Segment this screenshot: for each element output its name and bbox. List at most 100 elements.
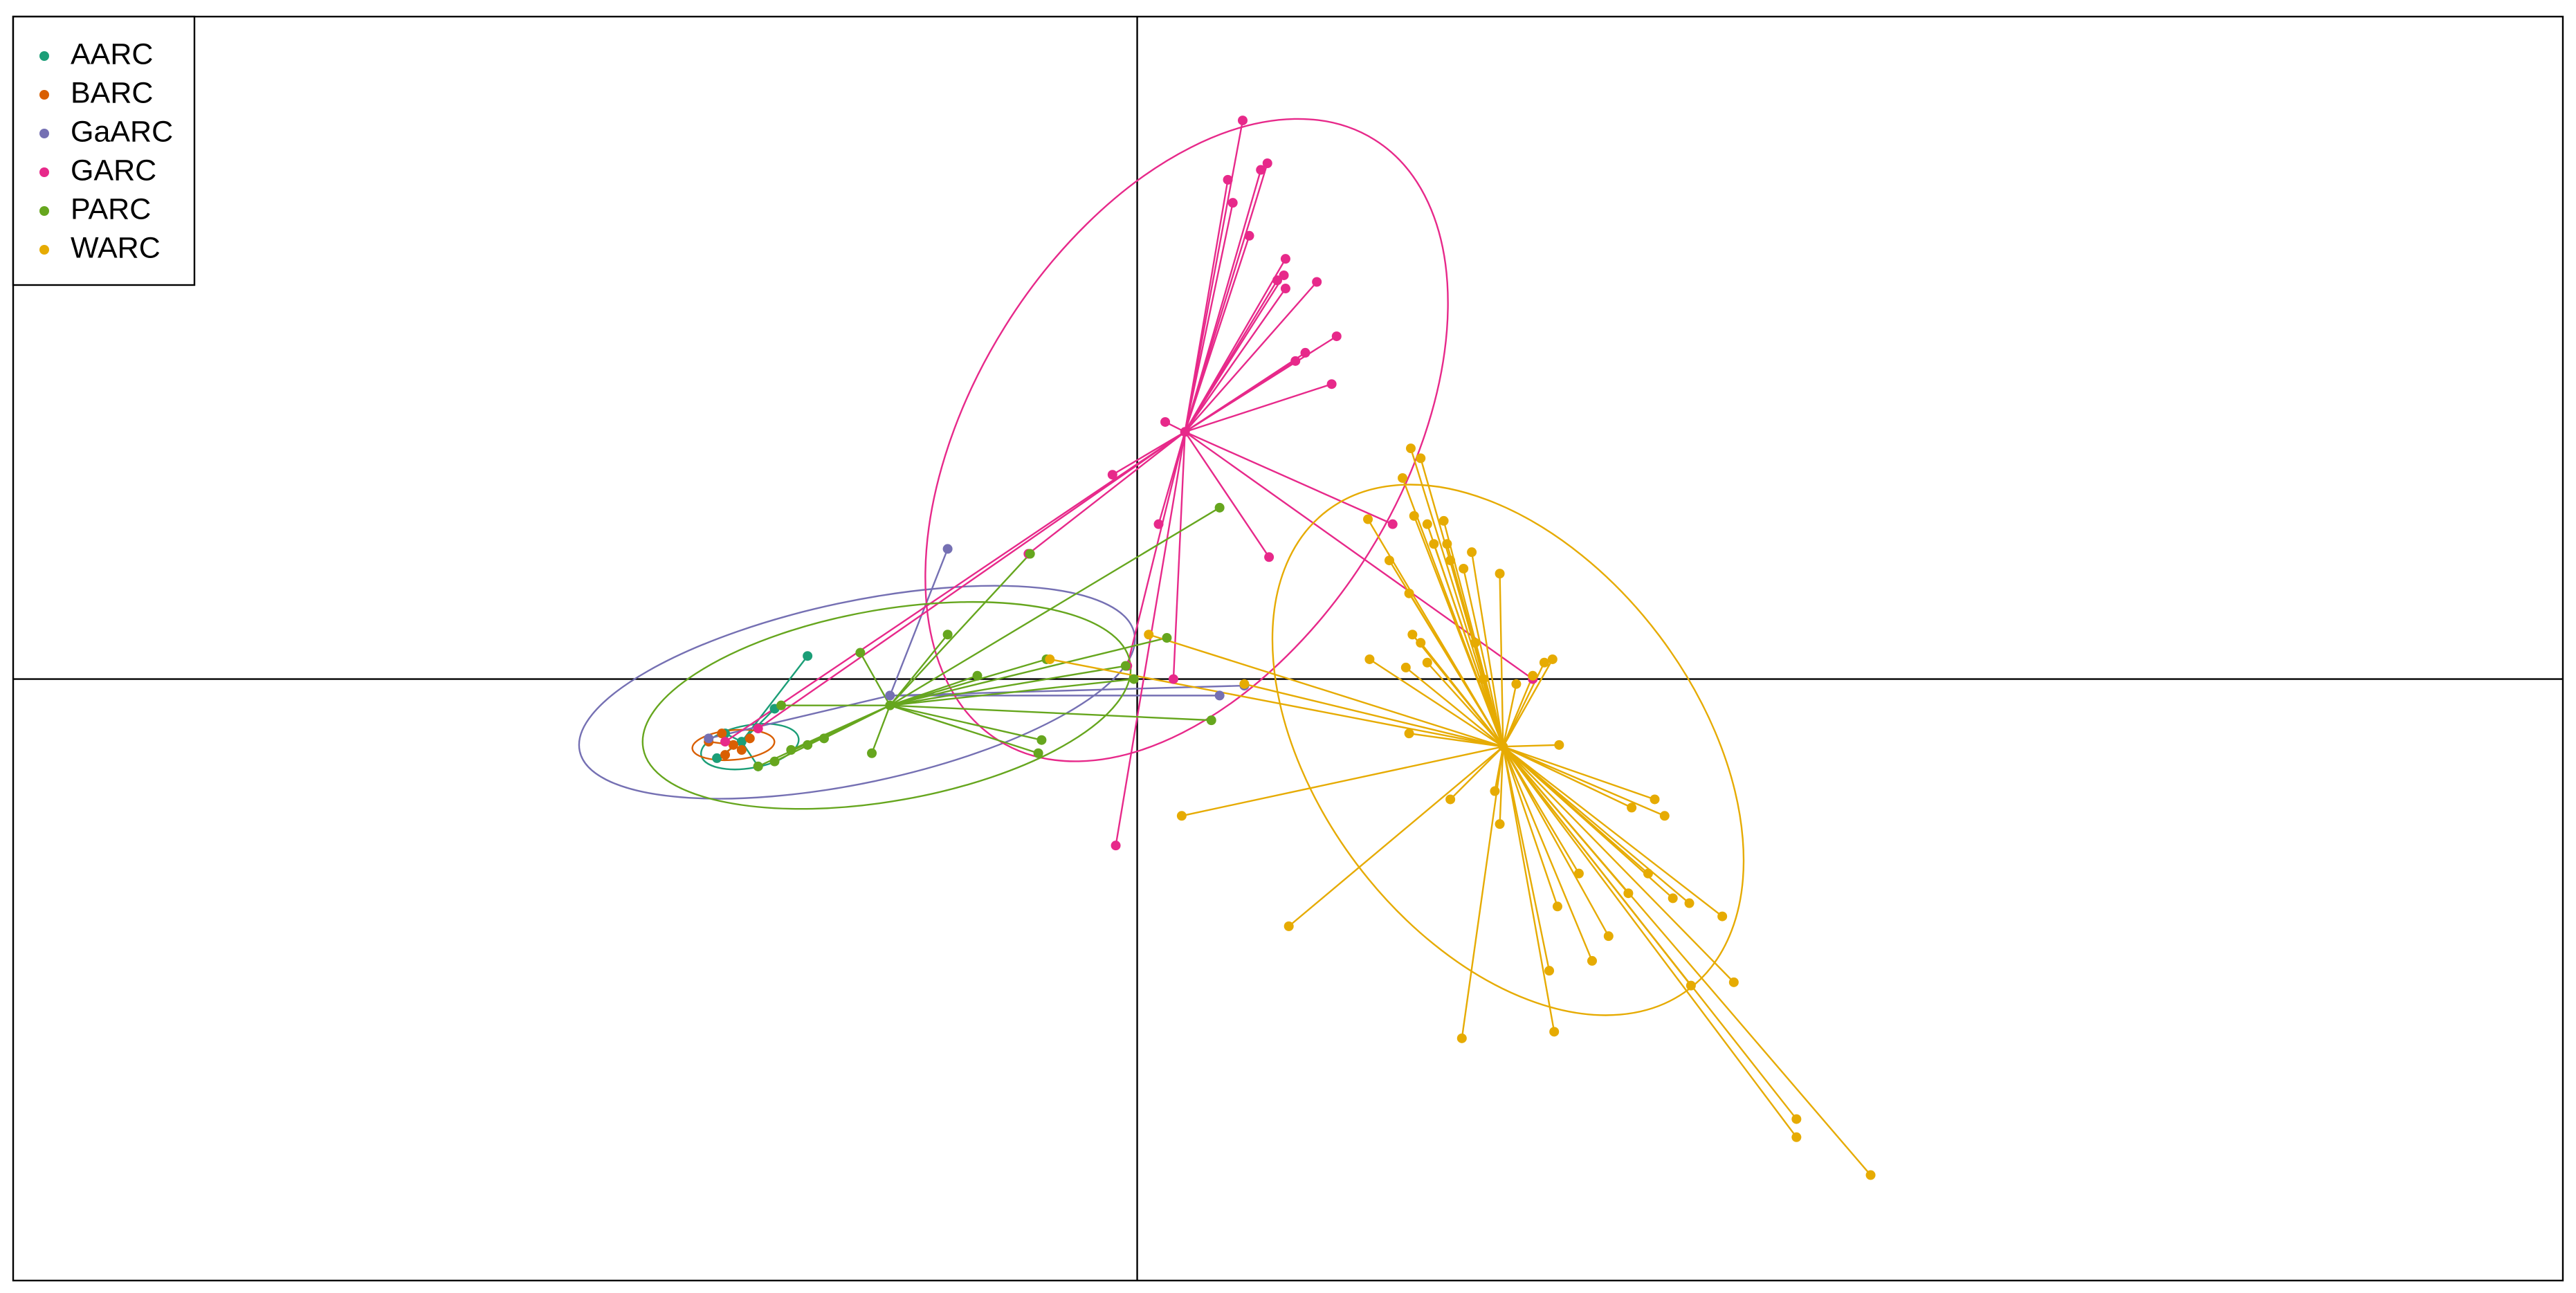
- star-line: [889, 636, 1167, 706]
- point: [1728, 977, 1739, 987]
- star-line: [823, 704, 890, 740]
- point: [1272, 275, 1283, 286]
- star-line: [1185, 383, 1332, 433]
- star-line: [740, 741, 759, 767]
- legend-marker: [39, 51, 49, 61]
- point: [1470, 638, 1480, 648]
- star-line: [1502, 746, 1593, 962]
- legend-marker: [39, 245, 49, 255]
- point: [819, 733, 829, 744]
- star-line: [1184, 202, 1234, 432]
- star-line: [1502, 746, 1555, 1032]
- star-line: [1184, 169, 1262, 432]
- star-line: [1172, 432, 1186, 679]
- point: [1623, 888, 1634, 899]
- point: [1659, 811, 1670, 821]
- point: [1384, 556, 1394, 566]
- point: [942, 544, 953, 554]
- plot-frame: [12, 15, 2564, 1282]
- point: [1033, 748, 1043, 758]
- point: [1363, 514, 1373, 524]
- star-line: [889, 553, 1031, 706]
- legend-box: [12, 15, 196, 286]
- point: [1643, 868, 1653, 879]
- star-line: [1184, 360, 1296, 433]
- point: [1256, 165, 1266, 175]
- point: [1459, 563, 1469, 574]
- point: [1284, 921, 1294, 931]
- star-line: [1433, 543, 1504, 747]
- star-line: [859, 652, 891, 706]
- point: [1214, 690, 1225, 701]
- point: [855, 648, 866, 658]
- point: [1400, 662, 1411, 672]
- star-line: [889, 704, 1042, 741]
- point: [1214, 502, 1225, 513]
- star-line: [1413, 515, 1504, 747]
- legend-label: BARC: [71, 76, 153, 109]
- star-line: [724, 431, 1186, 743]
- point: [1717, 911, 1728, 921]
- point: [1407, 630, 1418, 640]
- star-line: [1502, 746, 1735, 983]
- point: [942, 630, 953, 640]
- point: [1686, 980, 1696, 991]
- star-line: [1184, 179, 1229, 432]
- centroid: [1498, 742, 1508, 752]
- point: [867, 748, 877, 758]
- star-line: [1502, 746, 1632, 809]
- point: [1262, 158, 1272, 168]
- point: [712, 753, 722, 763]
- legend-marker: [39, 90, 49, 100]
- point: [1168, 674, 1178, 684]
- point: [769, 756, 780, 767]
- point: [1290, 356, 1301, 366]
- point: [1107, 470, 1117, 480]
- star-line: [1502, 746, 1723, 917]
- star-line: [1184, 235, 1250, 432]
- point: [1668, 893, 1678, 904]
- star-line: [1502, 746, 1609, 937]
- ellipse: [924, 118, 1449, 762]
- point: [753, 761, 763, 771]
- star-line: [1420, 642, 1504, 747]
- ellipse: [578, 585, 1136, 800]
- star-line: [890, 665, 1126, 706]
- star-line: [1027, 431, 1186, 555]
- star-line: [1502, 746, 1798, 1138]
- point: [776, 700, 787, 710]
- star-line: [1244, 683, 1504, 748]
- point: [1326, 379, 1337, 389]
- star-line: [1426, 661, 1504, 748]
- point: [1547, 654, 1558, 664]
- star-line: [1148, 634, 1504, 748]
- star-line: [1126, 431, 1186, 666]
- point: [1300, 347, 1310, 358]
- point: [1495, 569, 1505, 579]
- point: [1865, 1170, 1876, 1180]
- point: [1144, 630, 1154, 640]
- point: [1495, 819, 1505, 829]
- point: [1036, 735, 1047, 745]
- point: [1442, 539, 1452, 549]
- point: [1405, 443, 1416, 454]
- point: [736, 744, 747, 755]
- point: [1554, 740, 1564, 750]
- point: [1227, 198, 1238, 208]
- point: [1111, 841, 1121, 851]
- legend-marker: [39, 129, 49, 138]
- point: [1025, 549, 1035, 559]
- centroid: [736, 737, 747, 747]
- point: [1684, 898, 1695, 908]
- star-line: [889, 658, 1047, 706]
- star-line: [1502, 746, 1690, 904]
- point: [1422, 657, 1432, 668]
- star-line: [1499, 574, 1504, 747]
- point: [1223, 174, 1233, 185]
- legend-marker: [39, 206, 49, 216]
- ellipse: [691, 728, 776, 762]
- star-line: [1482, 679, 1504, 747]
- point: [1650, 794, 1660, 805]
- point: [1160, 416, 1171, 427]
